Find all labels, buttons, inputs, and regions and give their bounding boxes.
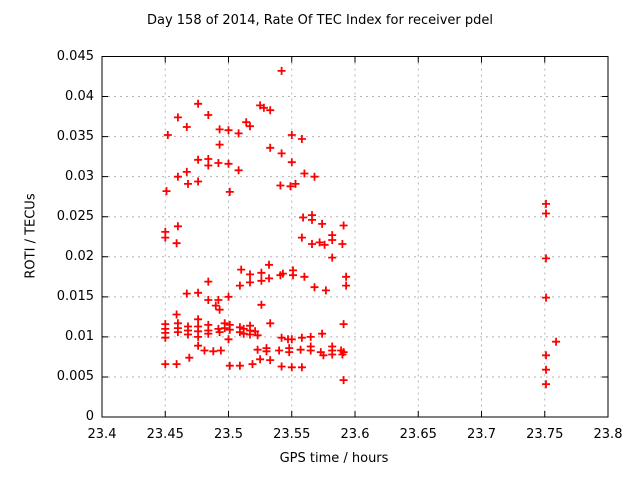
x-axis-label: GPS time / hours <box>279 451 389 466</box>
x-tick-label: 23.75 <box>526 427 564 442</box>
x-tick-label: 23.5 <box>214 427 243 442</box>
chart-title: Day 158 of 2014, Rate Of TEC Index for r… <box>146 13 494 28</box>
y-tick-label: 0.025 <box>56 208 94 224</box>
x-tick-label: 23.6 <box>340 427 370 442</box>
y-tick-label: 0.01 <box>65 328 94 344</box>
x-tick-label: 23.45 <box>146 427 184 442</box>
x-tick-label: 23.7 <box>467 427 496 442</box>
y-tick-label: 0.02 <box>65 248 94 264</box>
x-tick-label: 23.4 <box>87 427 117 442</box>
y-tick-label: 0.005 <box>56 368 94 384</box>
y-tick-label: 0.035 <box>56 128 94 144</box>
y-tick-label: 0 <box>85 409 94 424</box>
data-points <box>161 66 561 389</box>
y-tick-label: 0.015 <box>56 288 94 304</box>
x-tick-label: 23.65 <box>399 427 437 442</box>
x-tick-label: 23.55 <box>273 427 311 442</box>
x-tick-label: 23.8 <box>593 427 623 442</box>
plot-border <box>101 56 609 418</box>
y-tick-label: 0.045 <box>56 48 94 64</box>
y-tick-label: 0.04 <box>65 88 94 104</box>
y-tick-label: 0.03 <box>65 168 94 184</box>
